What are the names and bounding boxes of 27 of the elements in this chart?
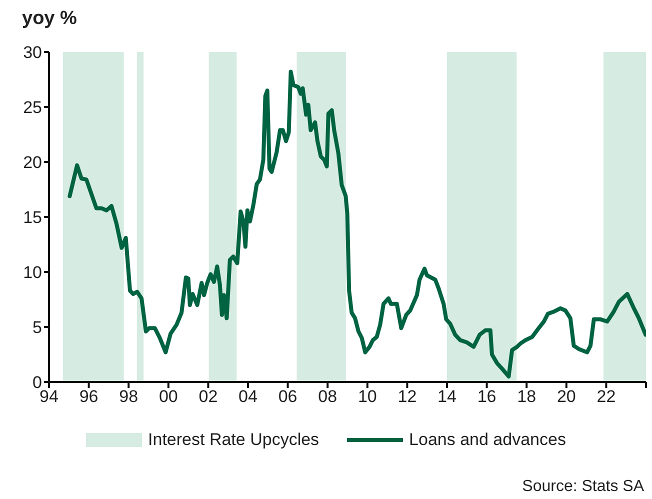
x-tick-label: 98 [119, 387, 138, 406]
x-tick-label: 16 [477, 387, 496, 406]
y-tick-label: 15 [23, 208, 42, 228]
x-tick-label: 12 [398, 387, 417, 406]
legend-label: Loans and advances [409, 430, 566, 450]
x-tick-label: 00 [158, 387, 178, 406]
x-tick-label: 18 [517, 387, 536, 406]
x-tick-label: 08 [318, 387, 338, 406]
y-tick-label: 10 [23, 263, 42, 282]
y-axis-title: yoy % [22, 8, 77, 30]
line-series [68, 70, 646, 378]
x-tick-label: 96 [79, 387, 98, 406]
y-tick-label: 20 [23, 153, 42, 172]
x-tick-label: 94 [40, 387, 58, 406]
x-tick-label: 10 [358, 387, 377, 406]
x-tick-label: 14 [438, 387, 456, 406]
y-tick-label: 0 [32, 373, 42, 392]
source-note: Source: Stats SA [522, 478, 644, 496]
legend-label: Interest Rate Upcycles [148, 430, 320, 450]
x-tick-label: 20 [556, 387, 576, 406]
x-tick-label: 22 [596, 387, 616, 406]
x-tick-label: 06 [278, 387, 298, 406]
y-tick-label: 30 [23, 43, 42, 62]
y-tick-label: 5 [32, 318, 42, 338]
x-tick-label: 04 [238, 387, 258, 406]
x-tick-label: 02 [198, 387, 218, 406]
y-tick-label: 25 [23, 98, 42, 118]
